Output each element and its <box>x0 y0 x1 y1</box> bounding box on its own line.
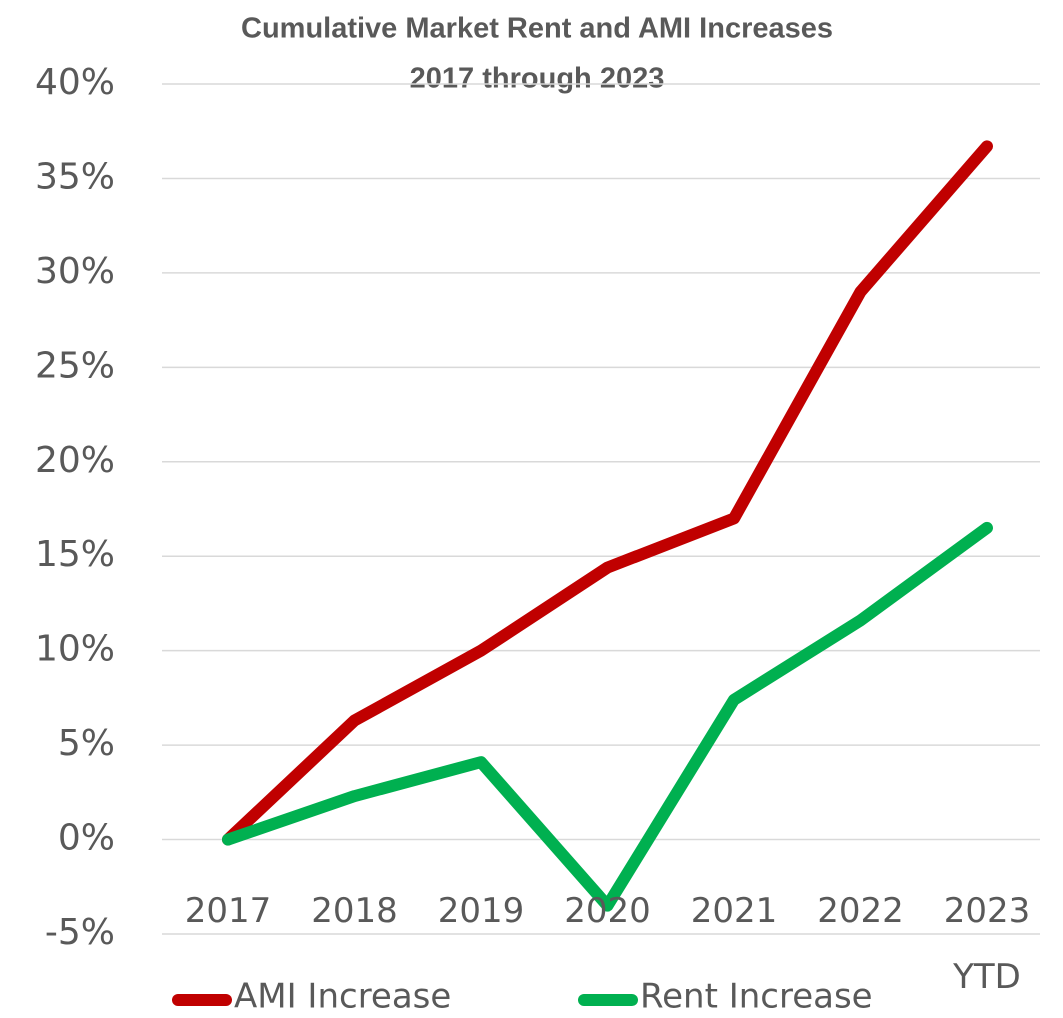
y-tick-label: 25% <box>35 345 115 386</box>
chart-title: Cumulative Market Rent and AMI Increases <box>241 13 833 45</box>
legend-label: AMI Increase <box>234 977 451 1017</box>
chart-subtitle: 2017 through 2023 <box>410 63 665 95</box>
x-tick-label: 2022 <box>817 890 904 931</box>
x-tick-label: 2018 <box>311 890 398 931</box>
x-tick-label: 2021 <box>690 890 778 931</box>
y-tick-label: 40% <box>35 62 115 103</box>
y-tick-label: 20% <box>35 440 115 481</box>
legend-label: Rent Increase <box>640 977 873 1017</box>
y-tick-label: 35% <box>35 156 115 197</box>
series-line <box>222 140 993 846</box>
y-tick-label: 0% <box>58 818 115 859</box>
x-tick-label: 2017 <box>184 890 272 931</box>
y-tick-label: 30% <box>35 251 115 292</box>
y-tick-label: -5% <box>45 912 115 953</box>
x-tick-label: 2023 YTD <box>943 890 1031 997</box>
y-tick-label: 10% <box>35 629 115 670</box>
grid <box>162 83 1040 935</box>
y-tick-label: 15% <box>35 534 115 575</box>
x-tick-label: 2020 <box>564 890 651 931</box>
x-tick-label: 2019 <box>437 890 525 931</box>
series-line <box>222 521 993 912</box>
y-tick-label: 5% <box>58 723 115 764</box>
